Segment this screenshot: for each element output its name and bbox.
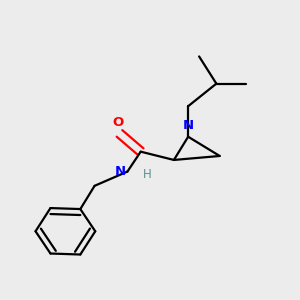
Text: N: N [183, 119, 194, 132]
Text: O: O [112, 116, 123, 129]
Text: H: H [143, 168, 152, 181]
Text: N: N [115, 165, 126, 178]
